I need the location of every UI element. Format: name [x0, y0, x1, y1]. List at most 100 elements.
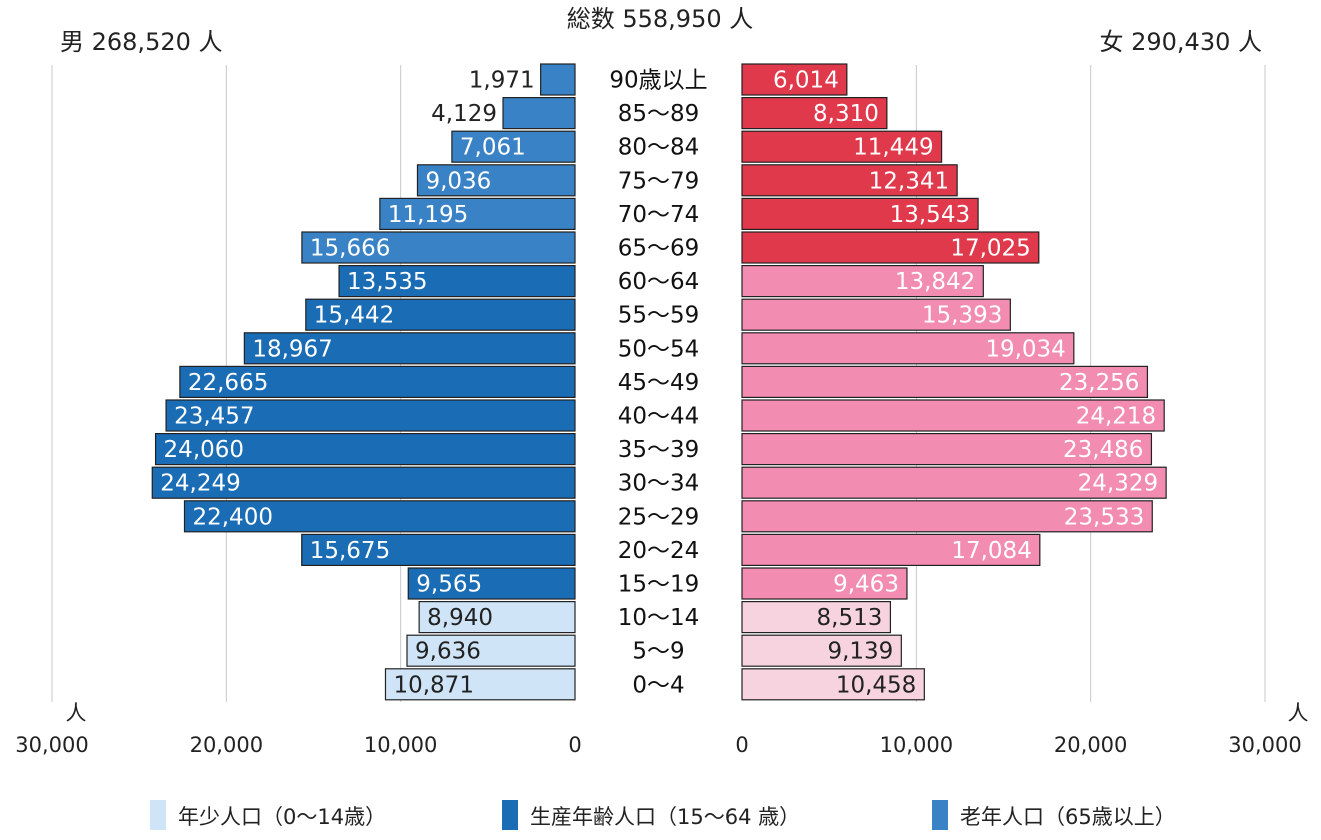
total-population: 総数 558,950 人	[567, 5, 754, 33]
x-tick-label-left: 30,000	[15, 733, 88, 757]
x-tick-label-left: 20,000	[190, 733, 263, 757]
male-bar	[502, 96, 576, 130]
male-value-label: 8,940	[427, 605, 493, 631]
female-value-label: 24,218	[1076, 404, 1156, 430]
female-bar	[741, 265, 984, 298]
male-value-label: 4,129	[431, 101, 497, 127]
female-value-label: 11,449	[853, 135, 933, 161]
male-bar	[301, 533, 576, 567]
male-value-label: 9,636	[415, 639, 481, 665]
female-value-label: 10,458	[836, 672, 916, 698]
age-label: 80～84	[618, 135, 700, 161]
male-value-label: 9,036	[425, 168, 491, 194]
female-bar	[741, 433, 1153, 466]
female-value-label: 13,543	[890, 202, 970, 228]
male-value-label: 11,195	[388, 202, 468, 228]
legend-swatch-male	[502, 800, 518, 830]
x-tick-label-right: 20,000	[1054, 733, 1127, 757]
male-bar	[151, 466, 576, 499]
male-value-label: 18,967	[252, 336, 332, 362]
x-unit-left: 人	[66, 701, 87, 725]
female-total: 女 290,430 人	[1099, 28, 1262, 56]
male-value-label: 24,249	[160, 471, 240, 497]
male-value-label: 15,675	[310, 538, 390, 564]
age-label: 35～39	[618, 437, 700, 463]
female-bar	[741, 365, 1149, 398]
male-bar	[338, 265, 576, 298]
female-value-label: 8,513	[817, 605, 883, 631]
male-bar	[407, 567, 576, 600]
male-bar	[418, 600, 576, 634]
age-label: 60～64	[618, 269, 700, 295]
female-bar	[741, 634, 902, 667]
male-value-label: 9,565	[416, 572, 482, 598]
female-bar	[741, 197, 979, 230]
legend-swatch-male	[932, 800, 948, 830]
male-bar	[165, 399, 576, 432]
male-bar	[179, 365, 576, 398]
female-value-label: 15,393	[922, 303, 1002, 329]
male-value-label: 15,442	[314, 303, 394, 329]
male-value-label: 22,665	[188, 370, 268, 396]
female-bar	[741, 130, 943, 163]
age-label: 10～14	[618, 605, 700, 631]
female-value-label: 24,329	[1078, 471, 1158, 497]
female-bar	[741, 600, 892, 634]
age-label: 45～49	[618, 370, 700, 396]
male-bar	[416, 164, 576, 197]
female-value-label: 9,463	[833, 572, 899, 598]
male-value-label: 24,060	[164, 437, 244, 463]
age-label: 85～89	[618, 101, 700, 127]
legend-label: 老年人口（65歳以上）	[960, 805, 1176, 829]
male-value-label: 15,666	[310, 236, 390, 262]
x-tick-label-right: 30,000	[1228, 733, 1301, 757]
female-value-label: 12,341	[869, 168, 949, 194]
female-bar	[741, 96, 888, 130]
female-value-label: 23,533	[1064, 504, 1144, 530]
male-bar	[305, 298, 576, 331]
male-value-label: 7,061	[460, 135, 526, 161]
x-tick-label-left: 0	[568, 733, 581, 757]
x-tick-label-left: 10,000	[364, 733, 437, 757]
female-bar	[741, 164, 958, 197]
age-label: 20～24	[618, 538, 700, 564]
age-label: 75～79	[618, 168, 700, 194]
female-bar	[741, 298, 1011, 331]
age-group-legend: 年少人口（0～14歳） 生産年齢人口（15～64 歳） 老年人口（65歳以上）	[150, 800, 1176, 830]
female-bar	[741, 399, 1165, 432]
female-value-label: 19,034	[985, 336, 1065, 362]
age-label: 40～44	[618, 404, 700, 430]
bars: 1,971 6,014 90歳以上 4,129 8,310 85～89 7,061 11,44…	[151, 63, 1167, 701]
x-axis: 30,000 30,000 20,000 20,000 10,000 10,000 0 0 人 人	[15, 701, 1308, 757]
female-value-label: 23,256	[1059, 370, 1139, 396]
age-label: 30～34	[618, 471, 700, 497]
x-unit-right: 人	[1288, 701, 1309, 725]
female-bar	[741, 466, 1167, 499]
male-bar	[540, 63, 576, 96]
age-label: 15～19	[618, 572, 700, 598]
male-total: 男 268,520 人	[60, 28, 223, 56]
female-value-label: 13,842	[895, 269, 975, 295]
x-tick-label-right: 10,000	[880, 733, 953, 757]
male-bar	[379, 197, 576, 230]
male-bar	[406, 634, 576, 667]
age-label: 65～69	[618, 236, 700, 262]
age-label: 0～4	[632, 672, 684, 698]
female-bar	[741, 500, 1153, 533]
legend-label: 生産年齢人口（15～64 歳）	[530, 805, 800, 829]
male-bar	[243, 332, 576, 365]
male-bar	[451, 130, 576, 163]
legend-swatch-male	[150, 800, 166, 830]
female-value-label: 17,025	[950, 236, 1030, 262]
female-value-label: 8,310	[813, 101, 879, 127]
age-label: 5～9	[632, 639, 684, 665]
legend-label: 年少人口（0～14歳）	[178, 805, 386, 829]
age-label: 50～54	[618, 336, 700, 362]
female-bar	[741, 63, 848, 96]
female-bar	[741, 231, 1040, 264]
age-label: 25～29	[618, 504, 700, 530]
age-label: 90歳以上	[609, 68, 707, 94]
female-bar	[741, 668, 925, 701]
female-value-label: 17,084	[951, 538, 1031, 564]
